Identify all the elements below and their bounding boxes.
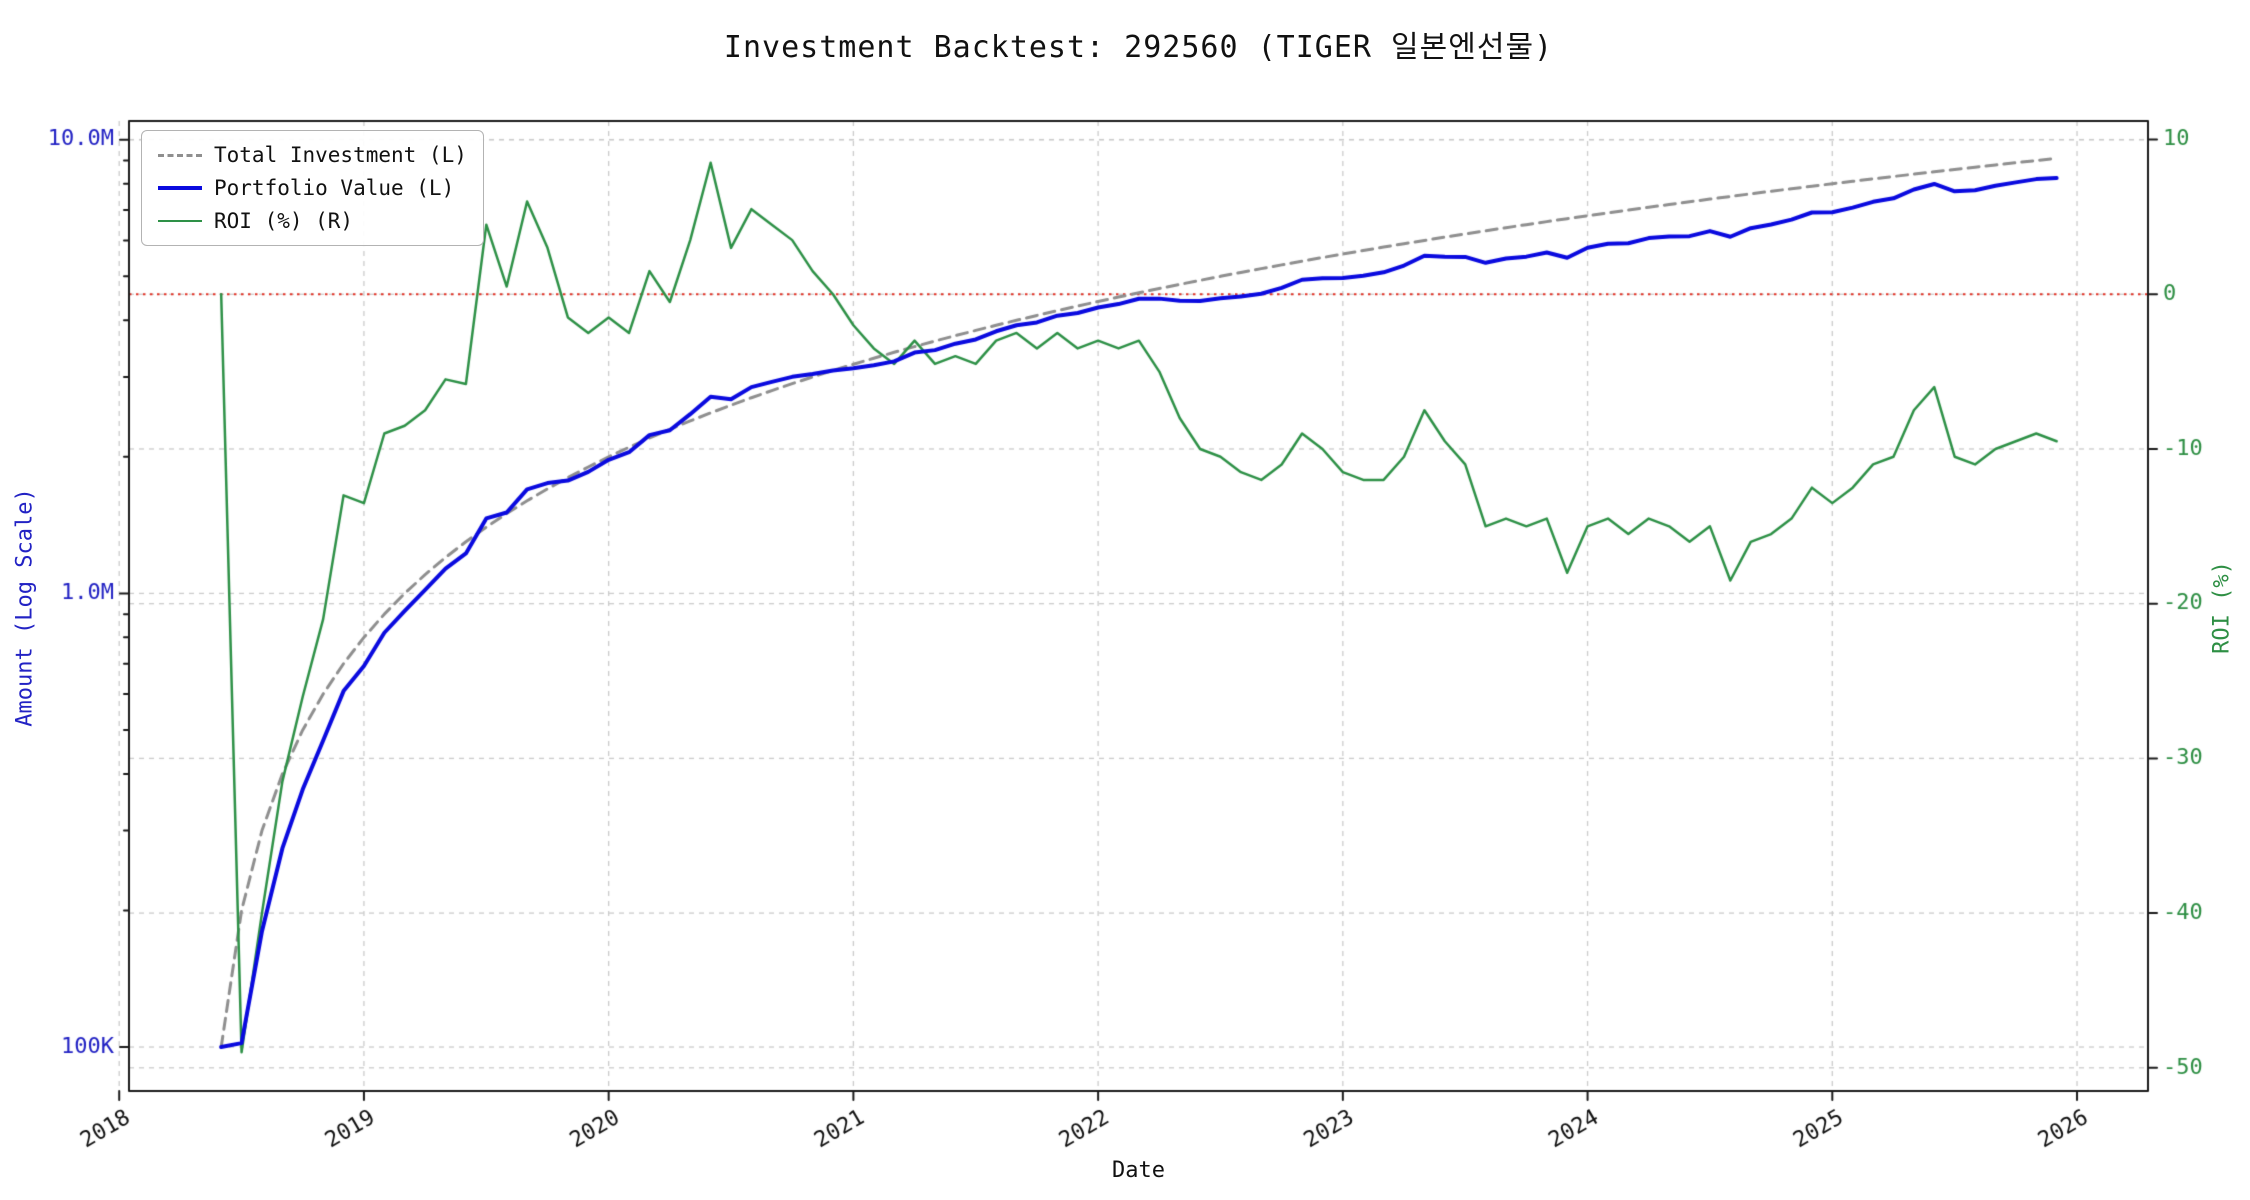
legend-label: Total Investment (L) — [214, 143, 467, 167]
y-axis-label-left: Amount (Log Scale) — [12, 488, 38, 727]
legend-item-roi: ROI (%) (R) — [158, 209, 467, 233]
legend-line-portfolio-value — [158, 186, 202, 190]
legend-line-total-investment — [158, 153, 202, 157]
legend-item-portfolio-value: Portfolio Value (L) — [158, 176, 467, 200]
legend-label: Portfolio Value (L) — [214, 176, 455, 200]
chart-title: Investment Backtest: 292560 (TIGER 일본엔선물… — [723, 30, 1554, 65]
legend-line-roi — [158, 220, 202, 222]
x-axis-label: Date — [1112, 1158, 1165, 1183]
legend: Total Investment (L) Portfolio Value (L)… — [141, 130, 484, 246]
legend-item-total-investment: Total Investment (L) — [158, 143, 467, 167]
legend-label: ROI (%) (R) — [214, 209, 354, 233]
y-axis-label-right: ROI (%) — [2209, 561, 2235, 654]
